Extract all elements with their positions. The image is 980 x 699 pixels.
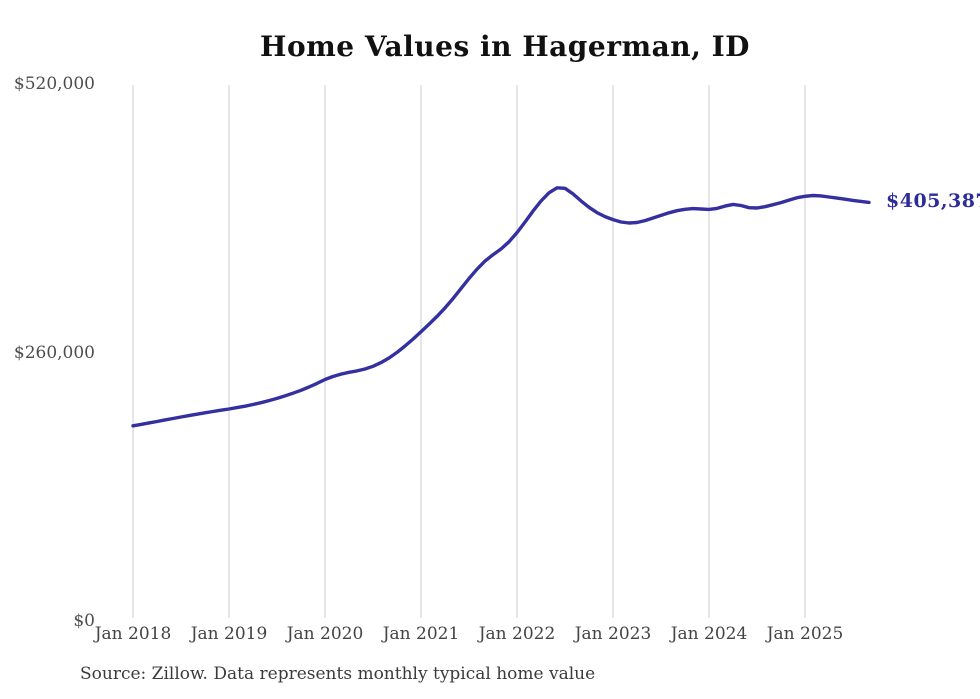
y-axis-tick-label: $520,000 <box>13 74 95 94</box>
x-axis-tick-label: Jan 2019 <box>190 624 268 644</box>
x-axis-tick-label: Jan 2024 <box>670 624 748 644</box>
y-axis-tick-label: $260,000 <box>13 342 95 363</box>
x-axis-tick-label: Jan 2018 <box>94 624 172 644</box>
home-value-line <box>131 186 871 428</box>
chart-title: Home Values in Hagerman, ID <box>260 30 750 63</box>
x-axis-tick-label: Jan 2023 <box>574 624 652 644</box>
y-axis-tick-label: $0 <box>73 611 95 631</box>
x-axis-tick-label: Jan 2021 <box>382 624 460 644</box>
source-note: Source: Zillow. Data represents monthly … <box>80 664 596 684</box>
latest-value-label: $405,387 <box>886 190 980 213</box>
x-axis-tick-label: Jan 2025 <box>766 624 844 644</box>
x-axis-tick-label: Jan 2022 <box>478 624 556 644</box>
x-axis-tick-label: Jan 2020 <box>286 624 364 644</box>
